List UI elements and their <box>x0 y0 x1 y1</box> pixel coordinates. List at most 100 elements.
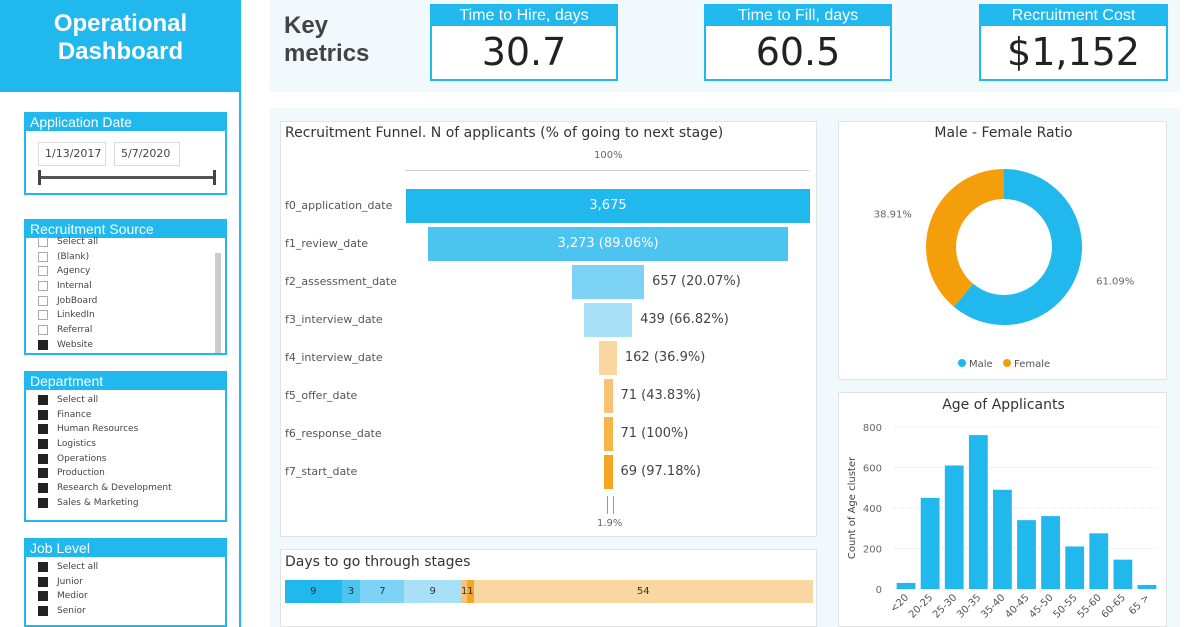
department-option-label: Logistics <box>57 439 96 450</box>
x-tick-label: 50-55 <box>1051 592 1079 620</box>
stage-segment: 9 <box>404 580 461 603</box>
job-level-checkbox[interactable] <box>38 606 48 617</box>
funnel-value-label: 162 (36.9%) <box>624 350 706 365</box>
department-option[interactable]: Human Resources <box>26 422 225 437</box>
source-option[interactable]: Referral <box>26 323 225 338</box>
age-bar <box>1137 584 1157 589</box>
source-option[interactable]: Internal <box>26 279 225 294</box>
key-metrics-title-line2: metrics <box>284 39 370 67</box>
age-bar <box>1113 559 1133 589</box>
job-level-option[interactable]: Junior <box>26 575 225 590</box>
department-option[interactable]: Production <box>26 466 225 481</box>
job-level-option[interactable]: Medior <box>26 589 225 604</box>
recruitment-cost-card: Recruitment Cost $1,152 <box>979 4 1168 81</box>
stage-segment: 7 <box>360 580 405 603</box>
funnel-bar <box>603 455 613 489</box>
job-level-checkbox[interactable] <box>38 576 48 587</box>
source-option[interactable]: Select all <box>26 235 225 250</box>
department-slicer: Department Select all Finance Human Resour… <box>24 371 227 522</box>
source-option-label: Agency <box>57 266 91 277</box>
key-metrics-title: Key metrics <box>284 12 369 67</box>
funnel-bottom-marker <box>607 496 614 514</box>
recruitment-cost-label: Recruitment Cost <box>981 6 1166 26</box>
funnel-bar <box>406 189 810 223</box>
age-bar <box>1017 520 1036 589</box>
department-checkbox[interactable] <box>38 453 48 464</box>
y-tick-label: 600 <box>863 464 882 475</box>
key-metrics-title-line1: Key <box>284 12 329 39</box>
y-tick-label: 0 <box>876 585 882 596</box>
source-checkbox[interactable] <box>38 310 48 321</box>
age-bar <box>1065 546 1085 589</box>
x-tick-label: 40-45 <box>1003 592 1031 620</box>
recruitment-funnel-chart: Recruitment Funnel. N of applicants (% o… <box>280 121 817 537</box>
department-option[interactable]: Research & Development <box>26 481 225 496</box>
funnel-stage-label: f0_application_date <box>285 199 393 212</box>
time-to-fill-label: Time to Fill, days <box>706 6 890 26</box>
funnel-bar <box>603 417 613 451</box>
department-checkbox[interactable] <box>38 424 48 435</box>
start-date-input[interactable]: 1/13/2017 <box>38 142 106 166</box>
recruitment-source-scrollbar[interactable] <box>215 253 221 353</box>
date-range-slider[interactable] <box>38 170 216 185</box>
source-option-label: Select all <box>57 237 99 247</box>
department-option[interactable]: Sales & Marketing <box>26 496 225 511</box>
source-option-label: JobBoard <box>57 295 98 306</box>
funnel-bar <box>603 379 613 413</box>
y-tick-label: 200 <box>863 545 882 556</box>
department-checkbox[interactable] <box>38 409 48 420</box>
source-option[interactable]: Website <box>26 338 225 353</box>
recruitment-source-slicer: Recruitment Source Select all (Blank) Agen… <box>24 219 227 355</box>
funnel-value-label: 3,675 <box>589 198 627 213</box>
source-option[interactable]: LinkedIn <box>26 308 225 323</box>
stage-segment: 3 <box>341 580 361 603</box>
department-option[interactable]: Finance <box>26 408 225 423</box>
source-option[interactable]: JobBoard <box>26 294 225 309</box>
job-level-checkbox[interactable] <box>38 562 48 572</box>
time-to-fill-card: Time to Fill, days 60.5 <box>704 4 892 81</box>
end-date-input[interactable]: 5/7/2020 <box>114 142 180 166</box>
job-level-checkbox[interactable] <box>38 591 48 602</box>
source-checkbox[interactable] <box>38 325 48 336</box>
department-option-label: Finance <box>57 409 92 420</box>
department-option-label: Operations <box>57 453 107 464</box>
time-to-fill-value: 60.5 <box>755 30 841 74</box>
source-checkbox[interactable] <box>38 251 48 262</box>
department-checkbox[interactable] <box>38 439 48 450</box>
time-to-hire-card: Time to Hire, days 30.7 <box>430 4 618 81</box>
funnel-stage-label: f1_review_date <box>285 237 369 250</box>
funnel-stage-label: f6_response_date <box>285 427 382 440</box>
funnel-top-rule <box>405 170 809 171</box>
range-start-handle[interactable] <box>38 170 41 185</box>
source-checkbox[interactable] <box>38 281 48 292</box>
stage-segment: 1 <box>467 580 474 603</box>
source-option[interactable]: Agency <box>26 264 225 279</box>
funnel-value-label: 71 (100%) <box>620 426 689 441</box>
gender-ratio-chart: Male - Female Ratio 61.09% 38.91% Male Fema… <box>838 121 1167 380</box>
department-option[interactable]: Logistics <box>26 437 225 452</box>
job-level-slicer: Job Level Select all Junior Medior Senior <box>24 538 227 627</box>
funnel-stage-label: f2_assessment_date <box>285 275 397 288</box>
filter-sidebar: Operational Dashboard Application Date 1… <box>0 0 241 627</box>
job-level-list: Select all Junior Medior Senior <box>26 560 225 619</box>
stages-title: Days to go through stages <box>285 554 471 570</box>
source-option[interactable]: (Blank) <box>26 250 225 265</box>
source-checkbox[interactable] <box>38 339 48 350</box>
job-level-option[interactable]: Senior <box>26 604 225 619</box>
department-checkbox[interactable] <box>38 468 48 479</box>
department-option[interactable]: Select all <box>26 393 225 408</box>
range-end-handle[interactable] <box>213 170 216 185</box>
job-level-option-label: Junior <box>57 576 83 587</box>
job-level-option-label: Senior <box>57 606 86 617</box>
source-checkbox[interactable] <box>38 237 48 247</box>
department-checkbox[interactable] <box>38 483 48 494</box>
department-option-label: Human Resources <box>57 424 139 435</box>
source-checkbox[interactable] <box>38 266 48 277</box>
job-level-option[interactable]: Select all <box>26 560 225 575</box>
department-checkbox[interactable] <box>38 497 48 508</box>
department-checkbox[interactable] <box>38 395 48 405</box>
department-option-label: Select all <box>57 395 99 405</box>
source-checkbox[interactable] <box>38 295 48 306</box>
department-option[interactable]: Operations <box>26 452 225 467</box>
age-bar <box>1041 516 1060 589</box>
